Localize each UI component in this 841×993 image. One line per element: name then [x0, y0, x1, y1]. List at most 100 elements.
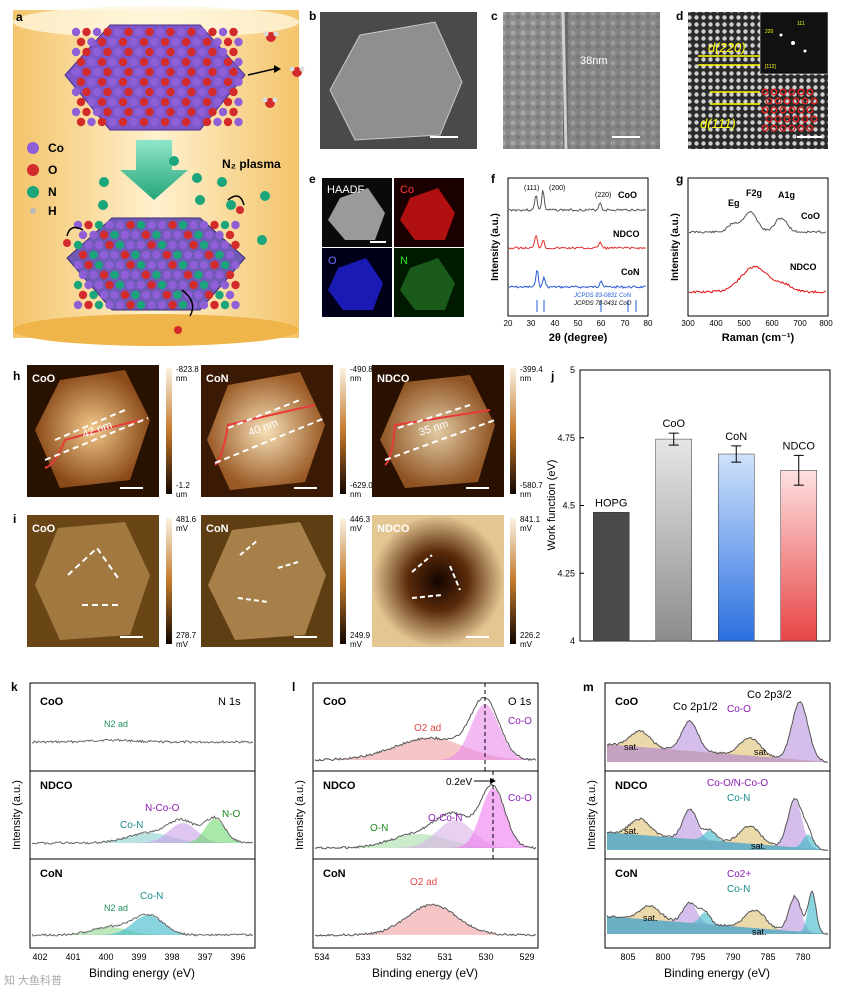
y-tick-label: 4.5	[562, 501, 575, 511]
panel-letter: f	[491, 172, 496, 186]
lattice-marker	[797, 88, 805, 96]
atom	[87, 97, 96, 107]
atom	[71, 27, 81, 37]
atom	[162, 230, 172, 240]
atom-legend: Co O N H	[27, 141, 64, 218]
release-arrow	[247, 68, 275, 76]
atom	[168, 260, 177, 270]
atom	[84, 260, 93, 270]
panel-k-xps-n1s: k CoO N 1s N2 ad NDCO N-Co-O N-O Co-N Co…	[11, 680, 256, 980]
atom	[231, 260, 240, 270]
atom	[145, 87, 154, 97]
atom	[87, 37, 96, 47]
bar-ndco	[780, 470, 817, 642]
xps-co2p-line	[606, 701, 828, 763]
legend-n: N	[48, 185, 57, 199]
scale-unit: mV	[350, 524, 363, 533]
atom	[124, 67, 133, 77]
xps-ndco-o1s	[314, 783, 537, 850]
component-label: O-N	[370, 823, 388, 834]
atom	[183, 270, 193, 280]
atom	[105, 260, 114, 270]
atom	[78, 250, 88, 260]
atom	[176, 107, 186, 117]
atom	[129, 117, 138, 127]
peak-label: (200)	[549, 185, 565, 192]
scale-top: 481.6	[176, 515, 197, 524]
fit-component	[607, 701, 828, 762]
lattice-marker	[788, 106, 796, 114]
tick-label: 50	[574, 319, 583, 328]
legend-co: Co	[48, 141, 64, 155]
atom	[134, 67, 144, 77]
atom	[208, 87, 217, 97]
tick-label: 530	[478, 952, 493, 962]
atom	[110, 290, 119, 300]
panel-letter: a	[16, 10, 23, 24]
atom	[150, 77, 159, 87]
lattice-marker	[779, 106, 787, 114]
atom	[141, 270, 151, 280]
atom	[103, 107, 112, 117]
panel-e-eds: e HAADF Co O N	[309, 172, 464, 317]
atom	[113, 107, 123, 117]
co-n-component	[32, 833, 253, 843]
atom	[126, 280, 135, 290]
atom	[213, 117, 222, 127]
atom	[157, 300, 167, 310]
atom	[181, 117, 191, 127]
panel-d-hrtem: d 220 111 [112] d(220) d(111)	[676, 9, 829, 149]
atom	[76, 97, 86, 107]
map-label-co: Co	[400, 184, 414, 196]
raman-coo	[688, 210, 827, 234]
atom	[173, 270, 182, 280]
atom	[213, 37, 222, 47]
atom	[178, 220, 188, 230]
atom	[115, 260, 125, 270]
map-label-n: N	[400, 255, 408, 267]
atom	[136, 300, 146, 310]
atom	[208, 47, 217, 57]
trace-label: NDCO	[790, 262, 817, 272]
mode-label: Eg	[728, 198, 740, 208]
atom	[99, 230, 109, 240]
atom	[192, 77, 201, 87]
atom	[108, 77, 117, 87]
component-label: Co-O	[727, 704, 751, 715]
atom	[202, 77, 212, 87]
atom	[103, 47, 112, 57]
atom	[136, 280, 146, 290]
tick-label: 533	[355, 952, 370, 962]
component-label: Co2+	[727, 869, 751, 880]
o2-ad-component	[315, 905, 536, 935]
atom	[199, 280, 209, 290]
atom	[134, 87, 144, 97]
atom	[189, 240, 198, 250]
atom	[231, 220, 240, 230]
atom	[131, 290, 140, 300]
atom	[145, 27, 154, 37]
xps-coo-n1s	[32, 738, 254, 744]
core-level: O 1s	[508, 696, 532, 708]
tick-label: 500	[737, 319, 751, 328]
atom	[120, 270, 130, 280]
atom	[189, 300, 198, 310]
scale-unit: nm	[520, 490, 531, 499]
tick-label: 400	[709, 319, 723, 328]
atom	[204, 230, 214, 240]
n2-ad-component	[32, 927, 253, 935]
atom	[115, 280, 125, 290]
tick-label: 300	[681, 319, 695, 328]
component-label: sat.	[624, 742, 639, 752]
panel-i-kpfm: i CoO 481.6 mV 278.7 mV CoN 446.3 mV 249…	[13, 512, 541, 649]
lattice-marker	[810, 97, 818, 105]
panel-letter: k	[11, 680, 18, 694]
atom	[134, 27, 144, 37]
plasma-arrow	[120, 140, 188, 200]
scale-unit: mV	[176, 640, 189, 649]
plasma-label: N₂ plasma	[222, 157, 281, 171]
atom	[204, 250, 214, 260]
lattice-marker	[765, 115, 773, 123]
atom	[82, 47, 91, 57]
